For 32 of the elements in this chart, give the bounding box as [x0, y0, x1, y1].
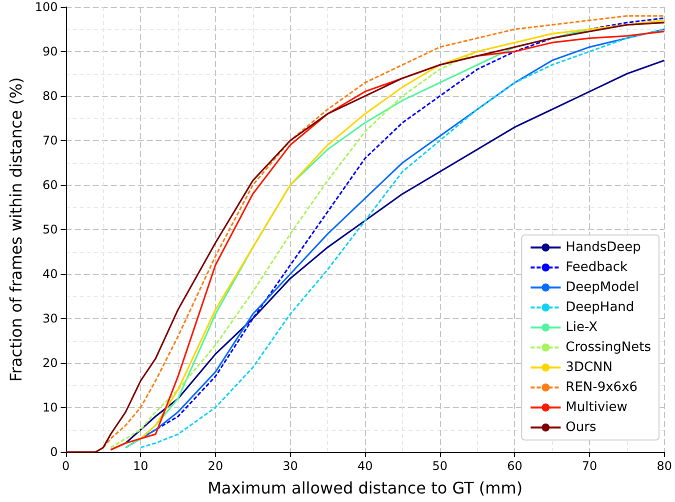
legend-label: CrossingNets [566, 340, 652, 355]
legend-label: DeepModel [566, 280, 639, 295]
legend-label: Feedback [566, 260, 628, 275]
y-tick-label: 40 [42, 267, 58, 281]
y-tick-label: 50 [42, 222, 58, 236]
legend-label: HandsDeep [566, 240, 641, 255]
legend-label: 3DCNN [566, 360, 612, 375]
x-tick-label: 20 [208, 459, 224, 473]
x-tick-label: 0 [62, 459, 70, 473]
legend-label: DeepHand [566, 300, 634, 315]
legend-label: Ours [566, 420, 596, 435]
y-tick-label: 60 [42, 178, 58, 192]
y-tick-label: 90 [42, 44, 58, 58]
y-tick-label: 10 [42, 400, 58, 414]
y-tick-label: 80 [42, 89, 58, 103]
x-tick-label: 40 [357, 459, 373, 473]
y-tick-label: 70 [42, 134, 58, 148]
x-tick-label: 70 [582, 459, 598, 473]
x-tick-label: 50 [432, 459, 448, 473]
x-tick-label: 10 [132, 459, 148, 473]
legend-label: Multiview [566, 400, 628, 415]
legend-label: REN-9x6x6 [566, 380, 638, 395]
x-tick-label: 30 [282, 459, 298, 473]
y-tick-label: 30 [42, 312, 58, 326]
x-axis-title: Maximum allowed distance to GT (mm) [208, 478, 523, 498]
x-tick-label: 60 [507, 459, 522, 473]
legend-label: Lie-X [566, 320, 598, 335]
y-axis-title: Fraction of frames within distance (%) [6, 77, 26, 382]
y-tick-label: 20 [42, 356, 58, 370]
x-tick-label: 80 [656, 459, 672, 473]
y-tick-label: 100 [34, 0, 58, 14]
y-tick-label: 0 [50, 445, 58, 459]
